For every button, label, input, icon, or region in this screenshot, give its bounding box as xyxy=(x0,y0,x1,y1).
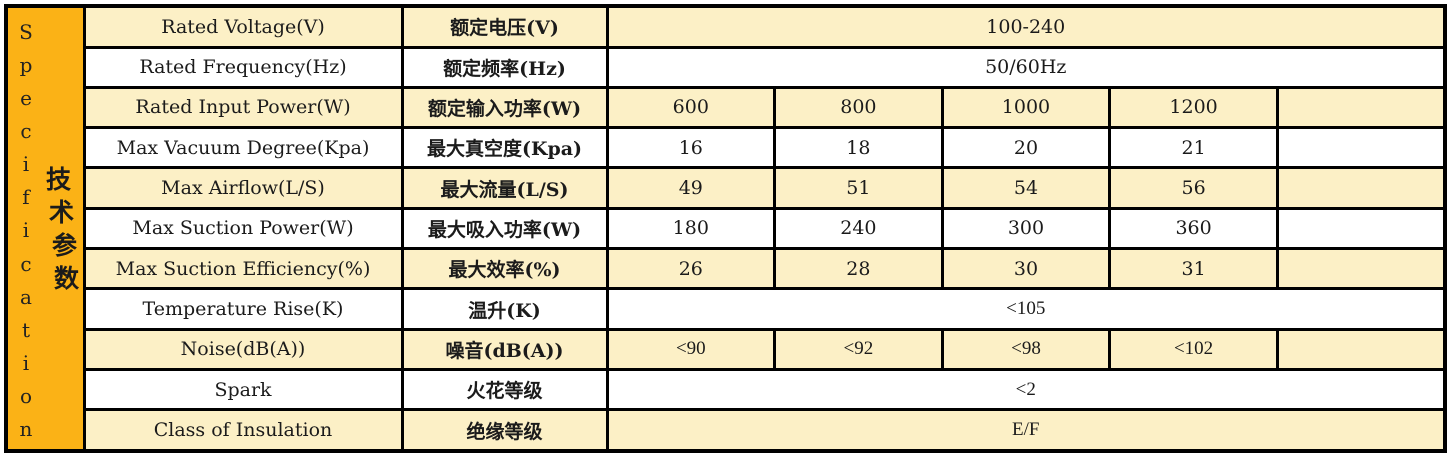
value-cell: 31 xyxy=(1108,247,1279,291)
value-cell: 20 xyxy=(940,126,1112,170)
value-cell: 240 xyxy=(773,206,944,251)
value-cell: 1000 xyxy=(940,85,1112,130)
value-cell: 1200 xyxy=(1108,85,1279,130)
label-en: Noise(dB(A)) xyxy=(82,327,404,372)
table-row-max-airflow: Max Airflow(L/S) 最大流量(L/S) 49 51 54 56 xyxy=(6,166,1447,210)
value-cell: 16 xyxy=(605,126,777,170)
value-cell: 600 xyxy=(605,85,777,130)
span-value-cell: <2 xyxy=(605,368,1447,412)
value-cell: 28 xyxy=(773,247,944,291)
table-row-max-suction-power: Max Suction Power(W) 最大吸入功率(W) 180 240 3… xyxy=(6,206,1447,251)
span-value-cell: E/F xyxy=(605,408,1447,453)
span-value-cell: 50/60Hz xyxy=(605,45,1447,89)
value-cell xyxy=(1275,247,1447,291)
value-cell xyxy=(1275,126,1447,170)
label-zh: 最大真空度(Kpa) xyxy=(400,126,609,170)
value-cell: 54 xyxy=(940,166,1112,210)
span-value-cell: <105 xyxy=(605,287,1447,331)
label-zh: 温升(K) xyxy=(400,287,609,331)
label-en: Rated Frequency(Hz) xyxy=(82,45,404,89)
value-cell: <92 xyxy=(773,327,944,372)
label-en: Spark xyxy=(82,368,404,412)
label-en: Rated Input Power(W) xyxy=(82,85,404,130)
label-zh: 噪音(dB(A)) xyxy=(400,327,609,372)
label-zh: 最大吸入功率(W) xyxy=(400,206,609,251)
value-cell: 49 xyxy=(605,166,777,210)
value-cell: <102 xyxy=(1108,327,1279,372)
label-en: Rated Voltage(V) xyxy=(82,4,404,49)
label-en: Max Suction Efficiency(%) xyxy=(82,247,404,291)
value-cell xyxy=(1275,206,1447,251)
label-zh: 额定频率(Hz) xyxy=(400,45,609,89)
label-zh: 额定电压(V) xyxy=(400,4,609,49)
value-cell: 30 xyxy=(940,247,1112,291)
table-row-temperature-rise: Temperature Rise(K) 温升(K) <105 xyxy=(6,287,1447,331)
value-cell: 18 xyxy=(773,126,944,170)
value-cell: <90 xyxy=(605,327,777,372)
value-cell: 180 xyxy=(605,206,777,251)
table-row-max-vacuum-degree: Max Vacuum Degree(Kpa) 最大真空度(Kpa) 16 18 … xyxy=(6,126,1447,170)
value-cell xyxy=(1275,327,1447,372)
vertical-technical-parameters-label: 技术参数 xyxy=(46,164,80,293)
table-row-rated-frequency: Rated Frequency(Hz) 额定频率(Hz) 50/60Hz xyxy=(6,45,1447,89)
label-en: Temperature Rise(K) xyxy=(82,287,404,331)
value-cell: 51 xyxy=(773,166,944,210)
table-row-spark: Spark 火花等级 <2 xyxy=(6,368,1447,412)
table-row-max-suction-efficiency: Max Suction Efficiency(%) 最大效率(%) 26 28 … xyxy=(6,247,1447,291)
label-zh: 最大流量(L/S) xyxy=(400,166,609,210)
label-en: Max Airflow(L/S) xyxy=(82,166,404,210)
label-en: Max Suction Power(W) xyxy=(82,206,404,251)
label-zh: 火花等级 xyxy=(400,368,609,412)
value-cell xyxy=(1275,85,1447,130)
label-en: Class of Insulation xyxy=(82,408,404,453)
span-value-cell: 100-240 xyxy=(605,4,1447,49)
value-cell: 56 xyxy=(1108,166,1279,210)
label-zh: 绝缘等级 xyxy=(400,408,609,453)
table-row-noise: Noise(dB(A)) 噪音(dB(A)) <90 <92 <98 <102 xyxy=(6,327,1447,372)
value-cell: 26 xyxy=(605,247,777,291)
table-row-rated-input-power: Rated Input Power(W) 额定输入功率(W) 600 800 1… xyxy=(6,85,1447,130)
table-row-class-of-insulation: Class of Insulation 绝缘等级 E/F xyxy=(6,408,1447,453)
label-zh: 最大效率(%) xyxy=(400,247,609,291)
value-cell xyxy=(1275,166,1447,210)
value-cell: 300 xyxy=(940,206,1112,251)
value-cell: 800 xyxy=(773,85,944,130)
value-cell: <98 xyxy=(940,327,1112,372)
value-cell: 21 xyxy=(1108,126,1279,170)
label-zh: 额定输入功率(W) xyxy=(400,85,609,130)
value-cell: 360 xyxy=(1108,206,1279,251)
label-en: Max Vacuum Degree(Kpa) xyxy=(82,126,404,170)
